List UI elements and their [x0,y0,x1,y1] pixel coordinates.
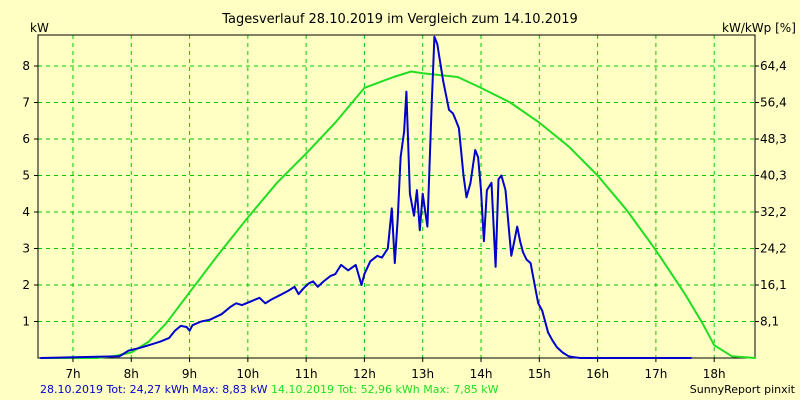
footer-brand: SunnyReport pinxit [690,383,796,396]
chart-title: Tagesverlauf 28.10.2019 im Vergleich zum… [221,12,578,27]
x-tick-label: 14h [470,367,493,381]
legend-series-2-max: Max: 7,85 kW [423,383,498,396]
legend-series-1-max: Max: 8,83 kW [192,383,267,396]
y-right-tick-label: 8,1 [760,315,779,329]
x-tick-label: 17h [644,367,667,381]
y-left-tick-label: 1 [22,315,30,329]
series-layer [39,35,756,359]
x-tick-label: 15h [528,367,551,381]
x-tick-label: 11h [295,367,318,381]
legend-series-1-name: 28.10.2019 [40,383,103,396]
y-left-tick-label: 7 [22,96,30,110]
y-left-tick-label: 8 [22,59,30,73]
series-line-2 [39,70,756,359]
y-right-tick-label: 48,3 [760,132,787,146]
y-left-tick-label: 2 [22,278,30,292]
ticks: 7h 8h 9h 10h 11h 12h 13h 14h 15h 16h 17h 18h 1 2 3 4 5 6 7… [22,59,786,381]
legend-series-2-name: 14.10.2019 [271,383,334,396]
y-axis-left-label: kW [30,21,49,35]
y-right-tick-label: 64,4 [760,59,787,73]
x-tick-label: 12h [353,367,376,381]
legend-footer: 28.10.2019 Tot: 24,27 kWh Max: 8,83 kW 1… [40,383,499,396]
y-right-tick-label: 24,2 [760,242,787,256]
y-right-tick-label: 40,3 [760,169,787,183]
y-left-tick-label: 5 [22,169,30,183]
x-tick-label: 18h [703,367,726,381]
grid [38,35,755,358]
x-tick-label: 10h [236,367,259,381]
x-tick-label: 13h [411,367,434,381]
y-right-tick-label: 56,4 [760,96,787,110]
x-tick-label: 16h [586,367,609,381]
legend-series-1-tot: Tot: 24,27 kWh [105,383,188,396]
y-right-tick-label: 16,1 [760,278,787,292]
y-axis-right-label: kW/kWp [%] [722,21,796,35]
x-tick-label: 7h [65,367,80,381]
legend-series-2-tot: Tot: 52,96 kWh [336,383,419,396]
y-left-tick-label: 3 [22,242,30,256]
x-tick-label: 9h [182,367,197,381]
series-line-1 [39,35,692,359]
y-left-tick-label: 4 [22,205,30,219]
y-left-tick-label: 6 [22,132,30,146]
plot-border [37,34,756,359]
y-right-tick-label: 32,2 [760,205,787,219]
x-tick-label: 8h [124,367,139,381]
